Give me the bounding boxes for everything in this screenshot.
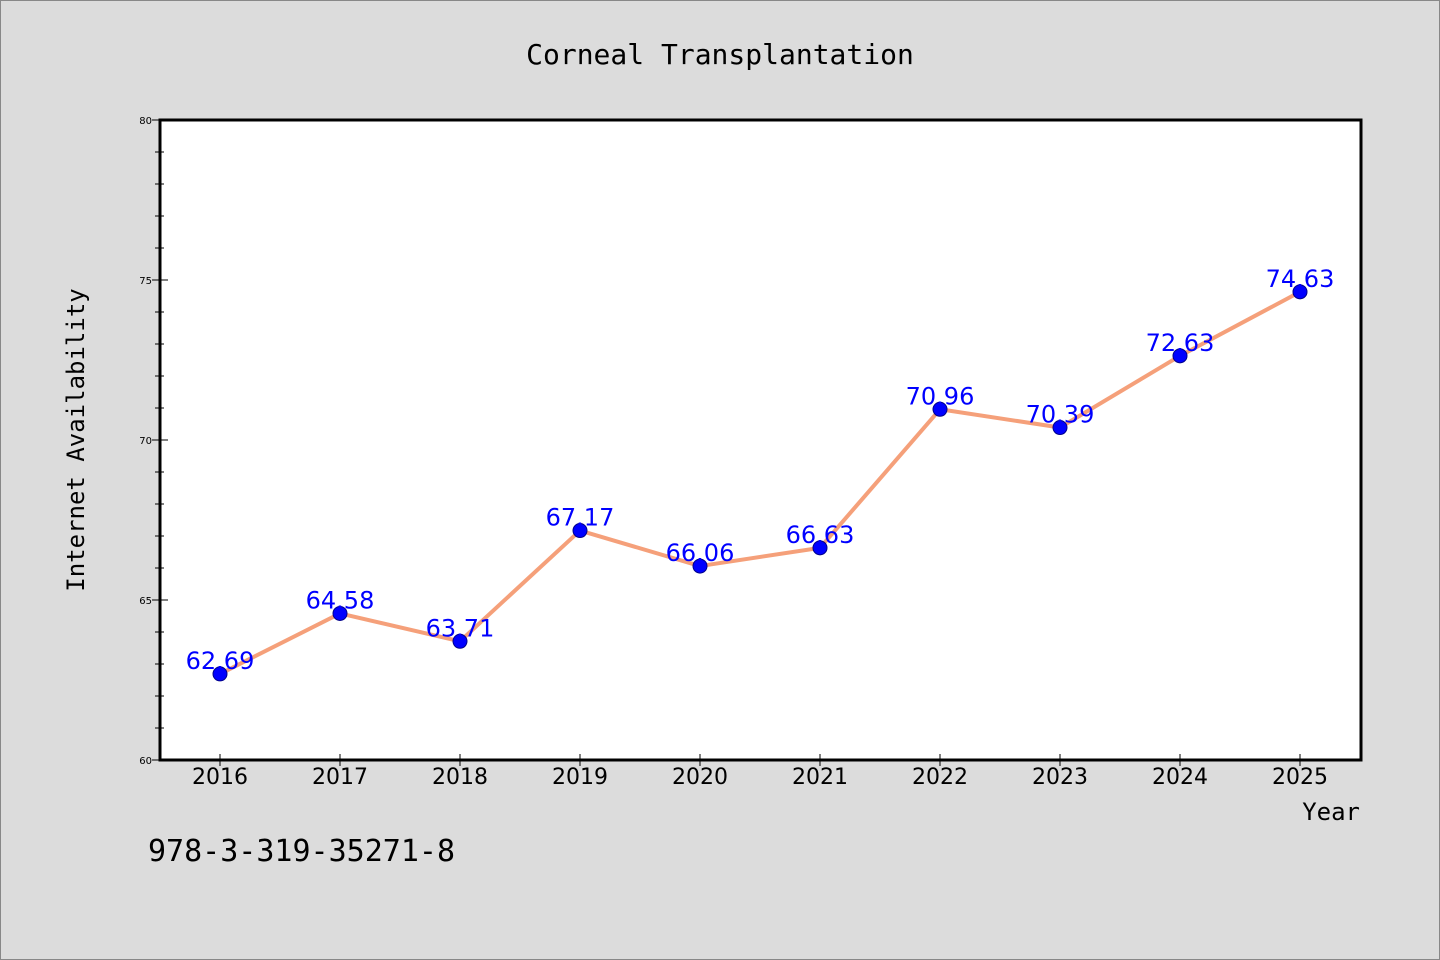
data-label: 67.17	[546, 504, 615, 532]
y-axis-ticks: 60 65 70 75 80	[139, 116, 168, 767]
y-tick-label: 70	[139, 436, 152, 447]
data-label: 70.39	[1026, 401, 1095, 429]
x-tick-label: 2019	[552, 765, 608, 790]
data-point	[932, 401, 948, 417]
x-tick-label: 2024	[1152, 765, 1208, 790]
chart-title: Corneal Transplantation	[526, 38, 914, 71]
x-tick-label: 2022	[912, 765, 968, 790]
data-label: 66.06	[666, 539, 735, 567]
data-point	[212, 666, 228, 682]
x-tick-label: 2017	[312, 765, 368, 790]
data-point	[1172, 348, 1188, 364]
data-point	[572, 523, 588, 539]
data-point	[812, 540, 828, 556]
x-tick-label: 2016	[192, 765, 248, 790]
data-label: 63.71	[426, 614, 495, 642]
data-label: 70.96	[906, 382, 975, 410]
data-point	[1052, 420, 1068, 436]
data-point	[692, 558, 708, 574]
data-label: 72.63	[1146, 329, 1215, 357]
data-label: 64.58	[306, 586, 375, 614]
data-label: 74.63	[1266, 265, 1335, 293]
x-axis-label: Year	[1302, 798, 1360, 826]
data-point	[1292, 284, 1308, 300]
series-line-group	[212, 284, 1308, 682]
series-line	[219, 290, 1301, 676]
data-label: 62.69	[186, 647, 255, 675]
y-tick-label: 60	[139, 756, 152, 767]
plot-area	[158, 118, 1363, 762]
data-labels-group: 62.69 64.58 63.71 67.17 66.06 66.63 70.96 70.39…	[186, 265, 1335, 675]
y-axis-label: Internet Availability	[62, 288, 90, 591]
x-axis-ticks: 2016 2017 2018 2019 2020 2021 2022 2023 2024 2025	[192, 754, 1328, 790]
y-tick-label: 75	[139, 276, 152, 287]
y-tick-label: 65	[139, 596, 152, 607]
y-tick-label: 80	[139, 116, 152, 127]
data-point	[452, 633, 468, 649]
isbn-note: 978-3-319-35271-8	[148, 834, 456, 869]
x-tick-label: 2018	[432, 765, 488, 790]
data-label: 66.63	[786, 521, 855, 549]
x-tick-label: 2025	[1272, 765, 1328, 790]
x-tick-label: 2021	[792, 765, 848, 790]
x-tick-label: 2020	[672, 765, 728, 790]
x-tick-label: 2023	[1032, 765, 1088, 790]
data-point	[332, 605, 348, 621]
